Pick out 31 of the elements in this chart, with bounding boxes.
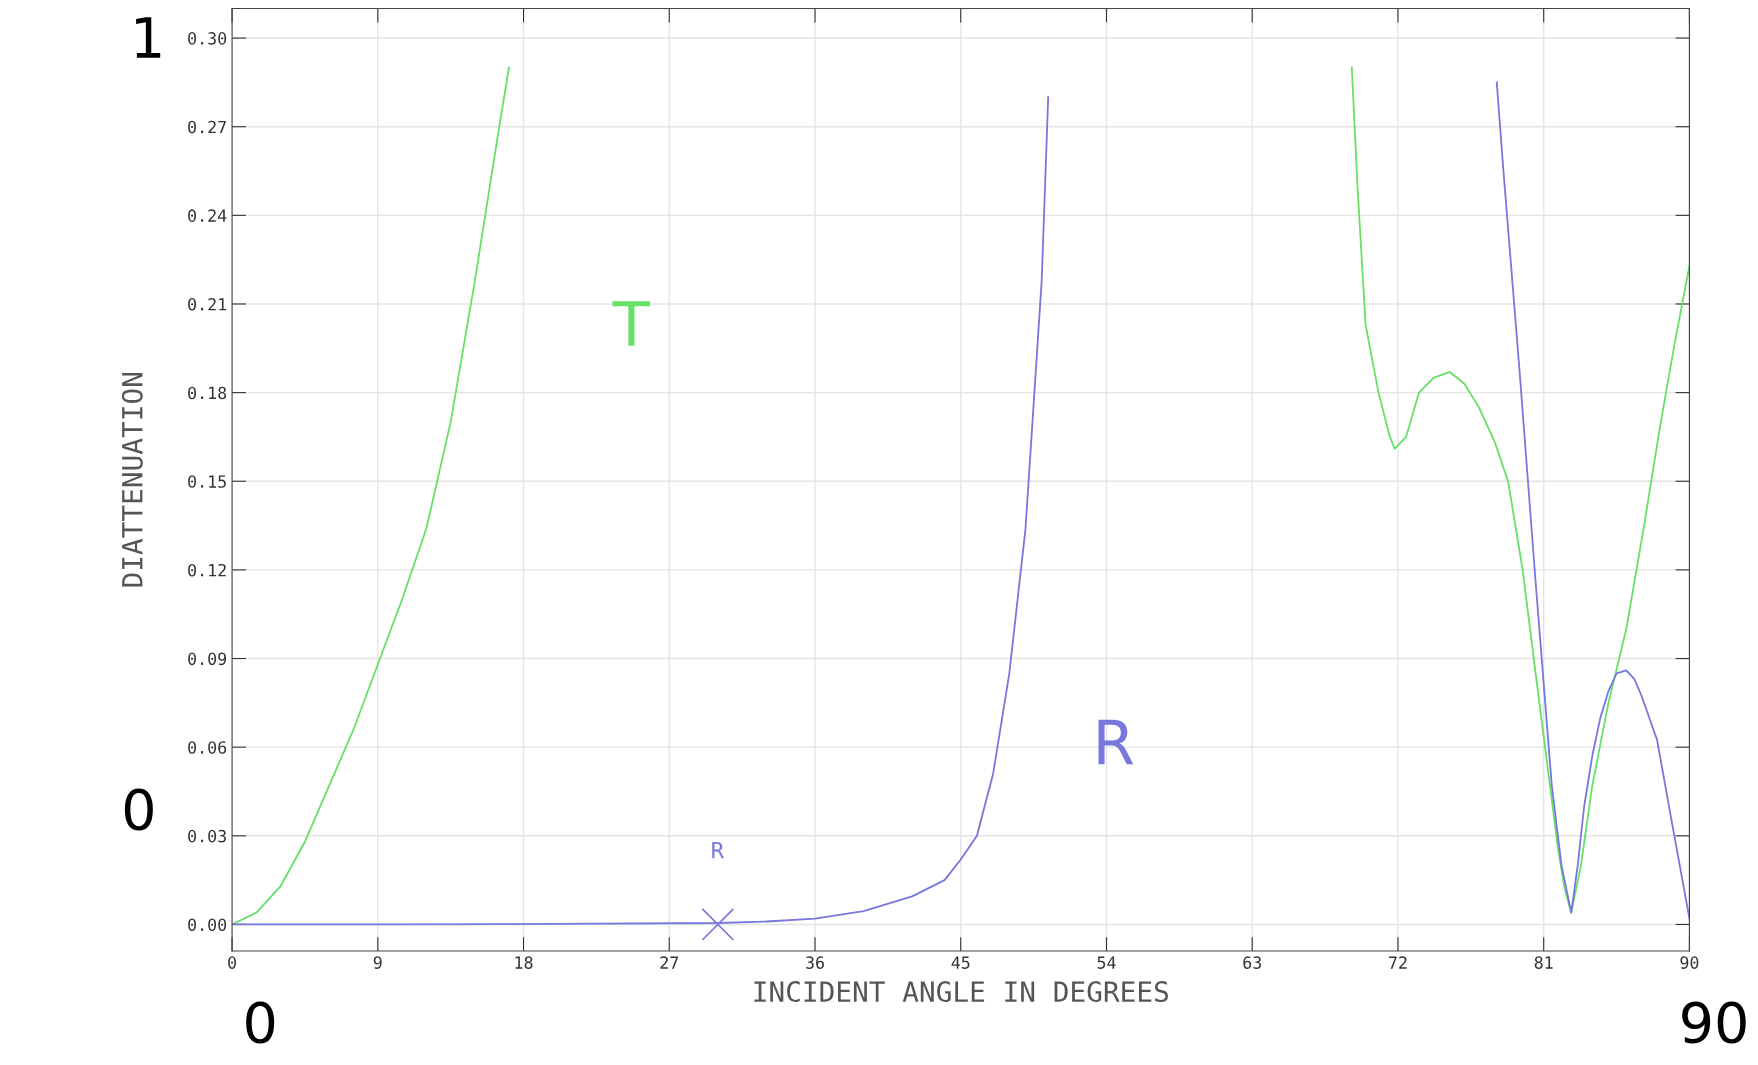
x-tick-label: 63 bbox=[1243, 956, 1262, 969]
text: R bbox=[712, 842, 725, 859]
y-tick-label: 0.00 bbox=[188, 918, 227, 932]
text: 0 bbox=[246, 1001, 275, 1044]
x-tick-label: 54 bbox=[1097, 956, 1116, 969]
x-tick-label: 27 bbox=[660, 956, 679, 969]
text: 90 bbox=[1682, 1001, 1746, 1044]
x-tick-label: 0 bbox=[228, 956, 236, 969]
x-tick-label: 36 bbox=[806, 956, 824, 969]
y-tick-label: 0.27 bbox=[188, 120, 226, 134]
y-tick-label: 0.03 bbox=[188, 829, 226, 843]
x-tick-label: 81 bbox=[1534, 956, 1553, 969]
y-tick-label: 0.09 bbox=[188, 652, 227, 666]
x-tick-label: 90 bbox=[1680, 956, 1699, 969]
text: 0 bbox=[124, 788, 153, 831]
x-tick-label: 9 bbox=[373, 956, 382, 969]
y-tick-label: 0.15 bbox=[188, 475, 226, 488]
series-label: R bbox=[1098, 719, 1134, 765]
y-tick-label: 0.30 bbox=[188, 32, 227, 45]
x-tick-label: 72 bbox=[1389, 956, 1407, 969]
y-tick-label: 0.24 bbox=[188, 209, 227, 222]
y-tick-label: 0.21 bbox=[188, 297, 227, 311]
y-tick-label: 0.12 bbox=[188, 563, 226, 577]
y-tick-label: 0.06 bbox=[188, 741, 227, 754]
y-tick-label: 0.18 bbox=[188, 386, 227, 400]
x-axis-title: INCIDENT ANGLE IN DEGREES bbox=[754, 981, 1168, 1003]
text: T bbox=[612, 301, 651, 346]
x-tick-label: 18 bbox=[515, 956, 533, 969]
text: 1 bbox=[136, 17, 161, 58]
y-axis-title: DIATTENUATION bbox=[121, 372, 143, 587]
x-tick-label: 45 bbox=[951, 956, 970, 969]
